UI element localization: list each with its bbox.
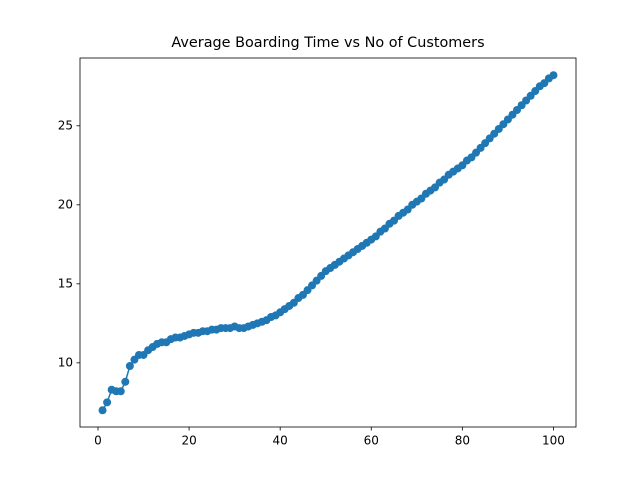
data-point — [103, 398, 112, 407]
x-tick-label: 80 — [455, 434, 470, 448]
x-tick-label: 40 — [273, 434, 288, 448]
data-point — [116, 387, 125, 396]
data-point — [125, 362, 134, 371]
chart-title: Average Boarding Time vs No of Customers — [171, 35, 484, 51]
data-point — [549, 71, 558, 80]
x-tick-label: 20 — [181, 434, 196, 448]
data-point — [98, 406, 107, 415]
x-tick-label: 60 — [364, 434, 379, 448]
y-tick-label: 20 — [58, 197, 73, 211]
data-point — [121, 377, 130, 386]
x-tick-label: 0 — [94, 434, 102, 448]
y-tick-label: 10 — [58, 355, 73, 369]
x-tick-label: 100 — [542, 434, 565, 448]
y-tick-label: 25 — [58, 118, 73, 132]
axes-frame — [79, 57, 577, 428]
y-tick-label: 15 — [58, 276, 73, 290]
